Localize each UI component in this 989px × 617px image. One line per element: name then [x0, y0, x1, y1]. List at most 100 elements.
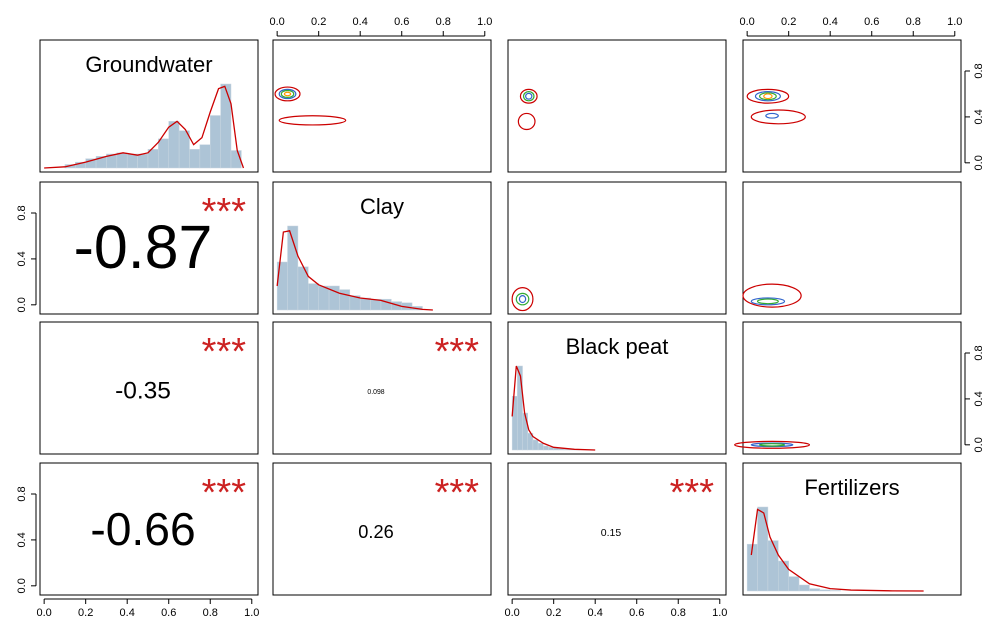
histogram-bar: [798, 584, 810, 592]
histogram-bar: [189, 149, 201, 169]
x-tick-label: 0.4: [120, 607, 135, 617]
panel-frame: [507, 181, 727, 315]
contour: [765, 112, 779, 119]
correlation-value: 0.26: [358, 522, 393, 542]
histogram-bar: [209, 115, 221, 169]
contour: [750, 109, 806, 125]
significance-stars: ***: [202, 472, 247, 514]
contour: [763, 93, 773, 100]
histogram-bar: [829, 590, 841, 592]
x-tick-label: 1.0: [947, 16, 962, 28]
y-tick-label: 0.4: [16, 251, 28, 266]
panel-frame: [507, 321, 727, 455]
contour: [278, 115, 347, 126]
x-tick-label: 0.4: [823, 16, 838, 28]
contour: [750, 297, 786, 306]
contour: [746, 88, 790, 104]
density-curve: [276, 230, 433, 311]
x-tick-label: 0.0: [270, 16, 285, 28]
x-tick-label: 0.6: [161, 607, 176, 617]
contour: [759, 92, 777, 101]
histogram-bar: [757, 506, 769, 592]
histogram-bar: [778, 560, 789, 592]
contour: [522, 91, 535, 102]
panel-frame: [507, 462, 727, 596]
histogram-bar: [517, 365, 523, 451]
panel-frame: [39, 321, 259, 455]
y-tick-label: 0.4: [973, 391, 985, 406]
histogram-bar: [359, 297, 371, 311]
panel-frame: [39, 462, 259, 596]
y-tick-label: 0.4: [16, 532, 28, 547]
y-tick-label: 0.8: [973, 345, 985, 360]
contour: [759, 443, 786, 447]
contour: [734, 440, 811, 449]
x-tick-label: 0.8: [671, 607, 686, 617]
y-tick-label: 0.0: [16, 297, 28, 312]
variable-name: Groundwater: [85, 52, 212, 77]
histogram-bar: [543, 445, 549, 451]
correlation-value: -0.66: [90, 503, 195, 555]
significance-stars: ***: [670, 472, 715, 514]
y-tick-label: 0.8: [16, 486, 28, 501]
histogram-bar: [809, 588, 821, 592]
variable-name: Fertilizers: [804, 475, 899, 500]
x-tick-label: 0.0: [505, 607, 520, 617]
panel-frame: [742, 321, 962, 455]
y-tick-label: 0.0: [973, 155, 985, 170]
correlation-value: -0.35: [115, 377, 171, 404]
y-tick-label: 0.4: [973, 109, 985, 124]
histogram-bar: [126, 153, 138, 169]
variable-name: Clay: [360, 194, 404, 219]
x-tick-label: 0.2: [546, 607, 561, 617]
contour: [515, 292, 530, 306]
x-tick-label: 0.8: [203, 607, 218, 617]
histogram-bar: [158, 138, 169, 169]
panel-frame: [742, 181, 962, 315]
histogram-bar: [563, 449, 570, 451]
y-tick-label: 0.8: [16, 205, 28, 220]
histogram-bar: [788, 576, 800, 592]
y-tick-label: 0.8: [973, 63, 985, 78]
panel-frame: [272, 39, 492, 173]
panel-frame: [272, 181, 492, 315]
y-tick-label: 0.0: [973, 437, 985, 452]
significance-stars: ***: [435, 472, 480, 514]
x-tick-label: 0.6: [864, 16, 879, 28]
contour: [518, 295, 527, 304]
panel-frame: [507, 39, 727, 173]
y-tick-label: 0.0: [16, 578, 28, 593]
contour: [756, 298, 779, 305]
histogram-bar: [537, 443, 544, 451]
correlation-value: -0.87: [74, 213, 213, 281]
histogram-bar: [548, 447, 554, 451]
panel-frame: [272, 321, 492, 455]
density-curve: [750, 508, 924, 592]
histogram-bar: [819, 589, 831, 592]
x-tick-label: 0.6: [394, 16, 409, 28]
panel-frame: [742, 39, 962, 173]
x-tick-label: 1.0: [477, 16, 492, 28]
x-tick-label: 1.0: [712, 607, 727, 617]
histogram-bar: [116, 152, 128, 169]
x-tick-label: 0.6: [629, 607, 644, 617]
x-tick-label: 0.0: [37, 607, 52, 617]
contour: [278, 88, 297, 100]
histogram-bar: [230, 150, 242, 169]
contour: [742, 283, 802, 308]
variable-name: Black peat: [566, 334, 669, 359]
panel-frame: [39, 39, 259, 173]
contour: [525, 92, 533, 100]
panel-frame: [742, 462, 962, 596]
histogram-bar: [137, 153, 149, 169]
x-tick-label: 0.2: [781, 16, 796, 28]
contour: [519, 88, 538, 104]
significance-stars: ***: [202, 331, 247, 373]
contour: [283, 91, 292, 97]
histogram-bar: [532, 439, 539, 451]
x-tick-label: 1.0: [244, 607, 259, 617]
significance-stars: ***: [202, 191, 247, 233]
histogram-bar: [339, 289, 351, 311]
contour: [280, 89, 295, 98]
correlation-value: 0.098: [367, 389, 384, 396]
